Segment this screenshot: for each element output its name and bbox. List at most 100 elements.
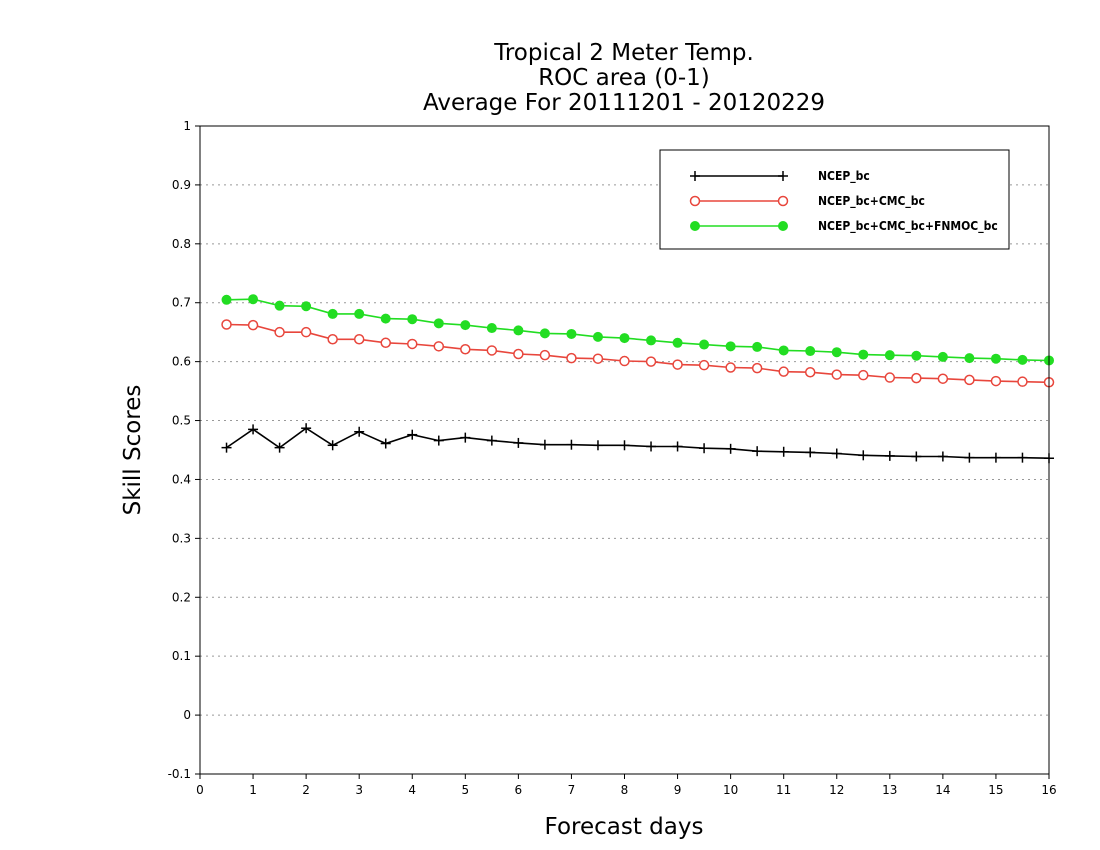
x-tick-label: 13 — [882, 783, 897, 797]
data-point — [248, 424, 259, 435]
data-point — [327, 334, 338, 345]
x-tick-label: 7 — [568, 783, 576, 797]
data-point — [725, 443, 736, 454]
data-point — [778, 446, 789, 457]
y-tick-label: 0.9 — [172, 178, 191, 192]
data-point — [353, 334, 365, 345]
data-point — [752, 341, 763, 352]
series-line — [226, 298, 1050, 362]
x-tick-label: 2 — [302, 783, 310, 797]
data-point — [672, 441, 683, 452]
data-point — [433, 341, 445, 352]
data-point — [990, 375, 1002, 387]
data-point — [831, 347, 842, 358]
legend-item: NCEP_bc+CMC_bc — [689, 194, 925, 209]
data-point — [354, 426, 365, 437]
legend-label: NCEP_bc+CMC_bc+FNMOC_bc — [818, 219, 998, 234]
data-point — [248, 294, 259, 305]
data-point — [407, 429, 418, 440]
legend-item: NCEP_bc — [690, 169, 870, 184]
data-point — [460, 320, 471, 331]
data-point — [858, 369, 869, 381]
data-point — [301, 301, 312, 312]
data-point — [592, 353, 604, 364]
data-point — [301, 423, 312, 434]
x-tick-label: 11 — [776, 783, 791, 797]
data-point — [937, 451, 948, 462]
data-point — [911, 451, 922, 462]
legend-label: NCEP_bc+CMC_bc — [818, 194, 925, 209]
data-point — [937, 351, 948, 362]
data-point — [831, 448, 842, 459]
data-point — [805, 447, 816, 458]
y-tick-label: 0.4 — [172, 472, 191, 486]
data-point — [751, 362, 763, 374]
x-tick-label: 12 — [829, 783, 844, 797]
data-point — [831, 369, 842, 380]
y-tick-label: 0.6 — [172, 355, 191, 369]
data-point — [274, 300, 285, 311]
x-tick-label: 4 — [408, 783, 416, 797]
legend-label: NCEP_bc — [818, 169, 870, 184]
x-tick-label: 16 — [1041, 783, 1056, 797]
x-tick-label: 14 — [935, 783, 950, 797]
data-point — [433, 318, 444, 329]
legend-marker — [690, 171, 700, 181]
y-tick-label: 1 — [183, 119, 191, 133]
data-point — [964, 374, 975, 386]
data-point — [1017, 354, 1028, 365]
y-tick-label: 0.1 — [172, 649, 191, 663]
data-point — [274, 442, 285, 453]
data-point — [460, 432, 471, 443]
x-tick-label: 9 — [674, 783, 682, 797]
x-tick-label: 10 — [723, 783, 738, 797]
data-point — [937, 373, 949, 384]
y-tick-label: 0.3 — [172, 531, 191, 545]
series-3 — [221, 294, 1054, 366]
data-point — [911, 372, 922, 384]
data-point — [698, 359, 710, 371]
data-point — [327, 308, 338, 319]
data-point — [990, 452, 1001, 463]
data-point — [274, 326, 285, 338]
legend-box — [659, 149, 1010, 250]
plot-frame — [199, 125, 1050, 775]
data-point — [486, 345, 498, 356]
data-point — [300, 326, 312, 338]
data-point — [221, 319, 232, 330]
data-point — [513, 437, 524, 448]
data-point — [725, 341, 736, 352]
data-point — [460, 344, 471, 355]
x-tick-label: 0 — [196, 783, 204, 797]
data-point — [327, 440, 338, 451]
data-point — [566, 328, 577, 339]
x-tick-label: 1 — [249, 783, 257, 797]
legend-marker — [778, 221, 788, 231]
data-point — [884, 350, 895, 361]
data-point — [778, 366, 789, 377]
data-point — [1017, 452, 1028, 463]
data-point — [778, 345, 789, 356]
data-point — [433, 435, 444, 446]
chart-title-line-2: ROC area (0-1) — [538, 65, 710, 91]
data-point — [380, 337, 391, 349]
y-tick-label: 0.8 — [172, 237, 191, 251]
legend-marker — [689, 195, 701, 207]
data-point — [354, 308, 365, 319]
data-point — [513, 325, 524, 336]
y-tick-label: -0.1 — [168, 767, 191, 781]
data-point — [566, 439, 577, 450]
data-point — [1017, 376, 1028, 387]
data-point — [539, 439, 550, 450]
y-tick-label: 0.2 — [172, 590, 191, 604]
series-1 — [221, 423, 1054, 464]
data-point — [911, 350, 922, 361]
data-series — [221, 294, 1055, 464]
legend-marker — [777, 195, 789, 207]
data-point — [407, 314, 418, 325]
data-point — [858, 349, 869, 360]
data-point — [672, 337, 683, 348]
legend-items: NCEP_bc NCEP_bc+CMC_bc NCEP_bc+CMC_bc+FNMO… — [689, 169, 998, 234]
data-point — [646, 441, 657, 452]
x-tick-label: 3 — [355, 783, 363, 797]
